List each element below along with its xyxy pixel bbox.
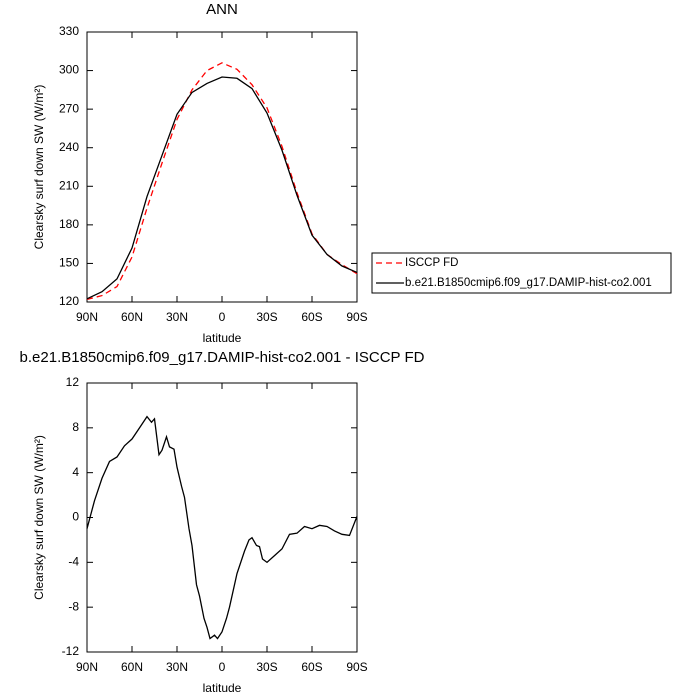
y-tick-label: 120: [59, 294, 79, 308]
y-tick-label: 4: [72, 465, 79, 479]
x-tick-label: 90S: [346, 310, 367, 324]
y-tick-label: 0: [72, 510, 79, 524]
x-tick-label: 60N: [121, 660, 143, 674]
y-axis-label: Clearsky surf down SW (W/m²): [32, 85, 46, 250]
legend-box: [371, 252, 672, 294]
x-tick-label: 30S: [256, 310, 277, 324]
x-tick-label: 30N: [166, 660, 188, 674]
y-tick-label: 240: [59, 140, 79, 154]
data-line: [86, 76, 358, 300]
data-line: [86, 62, 358, 301]
data-line: [86, 415, 358, 640]
y-tick-label: 150: [59, 256, 79, 270]
chart-title: b.e21.B1850cmip6.f09_g17.DAMIP-hist-co2.…: [20, 349, 425, 366]
x-tick-label: 0: [219, 310, 226, 324]
y-tick-label: 12: [66, 375, 80, 389]
x-tick-label: 90N: [76, 310, 98, 324]
y-tick-label: 180: [59, 217, 79, 231]
legend-label: ISCCP FD: [405, 257, 458, 269]
y-tick-label: -12: [62, 644, 80, 658]
y-tick-label: -4: [68, 555, 79, 569]
x-tick-label: 60S: [301, 310, 322, 324]
x-tick-label: 90S: [346, 660, 367, 674]
x-axis-label: latitude: [203, 331, 242, 345]
x-tick-label: 30S: [256, 660, 277, 674]
plot-frame: [86, 382, 358, 653]
x-tick-label: 0: [219, 660, 226, 674]
y-axis-label: Clearsky surf down SW (W/m²): [32, 435, 46, 600]
plot-frame: [86, 31, 358, 303]
y-tick-label: 8: [72, 420, 79, 434]
legend-label: b.e21.B1850cmip6.f09_g17.DAMIP-hist-co2.…: [405, 277, 652, 289]
y-tick-label: 330: [59, 24, 79, 38]
y-tick-label: -8: [68, 599, 79, 613]
x-tick-label: 60N: [121, 310, 143, 324]
x-tick-label: 60S: [301, 660, 322, 674]
x-tick-label: 90N: [76, 660, 98, 674]
y-tick-label: 300: [59, 63, 79, 77]
y-tick-label: 270: [59, 101, 79, 115]
y-tick-label: 210: [59, 178, 79, 192]
chart-title: ANN: [206, 1, 238, 18]
x-tick-label: 30N: [166, 310, 188, 324]
x-axis-label: latitude: [203, 681, 242, 695]
